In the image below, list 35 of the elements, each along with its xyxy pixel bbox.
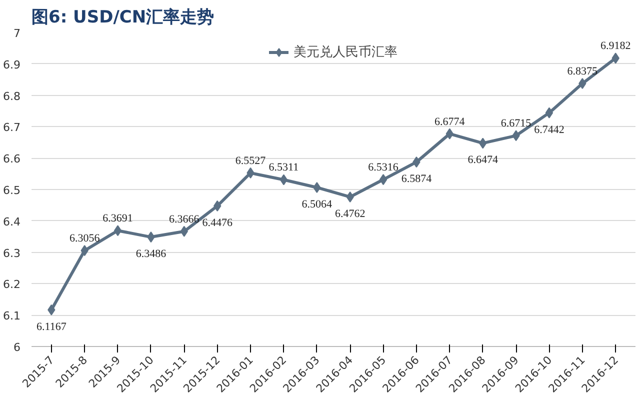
data-label: 6.6715 <box>500 118 532 130</box>
y-tick-label: 6.9 <box>3 58 21 72</box>
y-tick-label: 6.7 <box>3 121 21 134</box>
point <box>379 174 388 186</box>
data-label: 6.5874 <box>401 173 432 186</box>
y-tick-label: 6.1 <box>3 310 21 323</box>
y-tick-label: 6.2 <box>3 278 21 292</box>
data-label: 6.3691 <box>102 212 133 225</box>
data-label: 6.6774 <box>434 116 466 128</box>
data-label: 6.4476 <box>202 216 233 229</box>
data-label: 6.5527 <box>235 154 266 167</box>
data-label: 6.5064 <box>302 198 333 210</box>
point <box>114 225 122 236</box>
data-label: 6.3056 <box>69 232 100 245</box>
point <box>280 174 288 186</box>
data-label: 6.3666 <box>169 213 200 226</box>
point <box>545 107 554 118</box>
data-label: 6.4762 <box>334 208 366 220</box>
data-label: 6.3486 <box>136 248 167 260</box>
data-label: 6.5311 <box>268 162 299 174</box>
y-tick-label: 6.6 <box>3 152 21 166</box>
data-label: 6.8375 <box>567 66 598 78</box>
y-tick-label: 6.5 <box>3 184 21 197</box>
y-tick-label: 6.4 <box>3 215 21 228</box>
y-tick-label: 6 <box>14 341 20 354</box>
y-tick-label: 6.8 <box>3 90 21 103</box>
data-label: 6.9182 <box>600 40 631 52</box>
chart-title: 图6: USD/CN汇率走势 <box>32 8 214 28</box>
data-label: 6.1167 <box>36 320 67 333</box>
data-label: 6.7442 <box>534 124 564 136</box>
y-tick-label: 6.3 <box>3 246 21 260</box>
y-tick-label: 7 <box>14 27 20 40</box>
data-label: 6.5316 <box>368 162 399 174</box>
legend-label: 美元兑人民币汇率 <box>294 44 398 61</box>
data-label: 6.6474 <box>468 154 498 166</box>
